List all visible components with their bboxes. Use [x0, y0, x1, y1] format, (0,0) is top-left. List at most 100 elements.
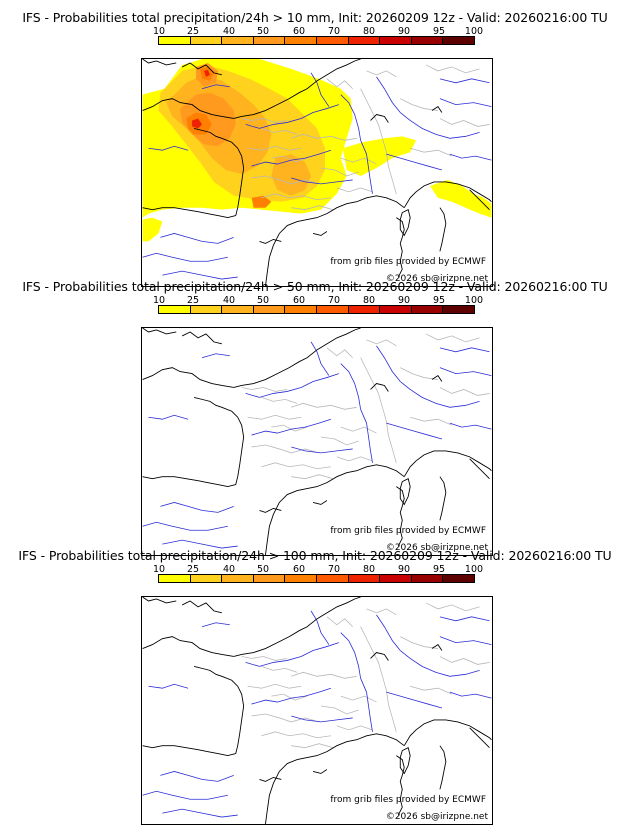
coastline: [142, 476, 236, 488]
colorbar-segment: [316, 37, 349, 44]
map-drawing: [142, 59, 492, 286]
coastline: [469, 189, 490, 210]
panel-title: IFS - Probabilities total precipitation/…: [22, 279, 608, 294]
colorbar-tick-label: 60: [292, 295, 306, 306]
colorbar-tick-label: 25: [186, 26, 200, 37]
colorbar-segment: [380, 306, 412, 313]
colorbar-segment: [411, 37, 444, 44]
colorbar-segment: [348, 37, 381, 44]
river-line: [376, 76, 401, 113]
admin-border: [261, 462, 331, 470]
colorbar-tick-label: 100: [464, 564, 484, 575]
colorbar-segment: [443, 306, 474, 313]
colorbar-tick-label: 95: [432, 564, 446, 575]
map-drawing: [142, 328, 492, 555]
colorbar-segment: [348, 575, 381, 582]
river-line: [439, 367, 492, 376]
colorbar-tick-label: 50: [256, 295, 270, 306]
river-line: [310, 72, 330, 107]
coastline: [142, 98, 234, 119]
admin-border: [251, 444, 320, 454]
admin-border: [439, 118, 490, 127]
corsica-coastline: [399, 478, 411, 506]
coastline: [259, 507, 282, 513]
colorbar-segment: [253, 306, 286, 313]
colorbar-segment: [253, 37, 286, 44]
admin-border: [251, 175, 320, 185]
probability-map: from grib files provided by ECMWF ©2026 s…: [141, 596, 493, 825]
colorbar-segment: [348, 306, 381, 313]
river-line: [360, 140, 373, 194]
colorbar-tick-label: 80: [362, 564, 376, 575]
coastline: [142, 745, 236, 757]
river-line: [162, 539, 238, 549]
coastline: [370, 114, 389, 123]
river-line: [439, 347, 490, 353]
colorbar-tick-label: 60: [292, 26, 306, 37]
admin-border: [241, 118, 288, 123]
river-line: [291, 446, 353, 454]
colorbar-tick-label: 50: [256, 564, 270, 575]
coastline: [265, 464, 405, 555]
admin-border: [291, 671, 357, 679]
probability-map: from grib files provided by ECMWF ©2026 s…: [141, 58, 493, 287]
coastline: [142, 328, 177, 335]
river-line: [439, 616, 490, 622]
admin-border: [251, 713, 320, 723]
coastline: [233, 59, 361, 119]
colorbar-segment: [222, 575, 254, 582]
colorbar-segment: [253, 575, 286, 582]
river-line: [386, 691, 443, 709]
coastline: [439, 476, 447, 521]
river-line: [376, 345, 401, 382]
admin-border: [247, 145, 302, 151]
river-line: [251, 687, 332, 705]
river-line: [400, 381, 480, 408]
map-panel: IFS - Probabilities total precipitation/…: [0, 548, 630, 825]
admin-border: [271, 424, 308, 432]
probability-colorbar: [158, 574, 475, 583]
admin-border: [400, 98, 438, 111]
admin-border: [291, 474, 333, 480]
panel-title: IFS - Probabilities total precipitation/…: [22, 10, 608, 25]
coastline: [193, 396, 245, 485]
admin-border: [241, 387, 288, 392]
probability-area: [142, 217, 163, 242]
colorbar-labels: 10 25 40 50 60 70 80 90 95 100: [142, 295, 492, 307]
copyright-credit: ©2026 sb@irizpne.net: [385, 274, 488, 284]
coastline: [181, 600, 222, 614]
river-line: [300, 642, 339, 657]
colorbar-tick-label: 80: [362, 26, 376, 37]
colorbar-segment: [411, 575, 444, 582]
map-panel: IFS - Probabilities total precipitation/…: [0, 279, 630, 556]
colorbar-tick-label: 40: [222, 295, 236, 306]
colorbar-segment: [190, 575, 223, 582]
coastline: [265, 733, 405, 824]
colorbar-segment: [285, 575, 317, 582]
colorbar-tick-label: 70: [327, 295, 341, 306]
admin-border: [400, 367, 438, 380]
copyright-credit: ©2026 sb@irizpne.net: [385, 543, 488, 553]
colorbar-segment: [222, 306, 254, 313]
river-line: [148, 414, 189, 420]
colorbar-segment: [159, 37, 191, 44]
colorbar-tick-label: 80: [362, 295, 376, 306]
coastline: [265, 195, 405, 286]
river-line: [160, 502, 234, 513]
river-line: [160, 771, 234, 782]
river-line: [148, 145, 189, 151]
colorbar-tick-label: 90: [397, 564, 411, 575]
colorbar-segment: [380, 37, 412, 44]
river-line: [201, 84, 230, 90]
river-line: [162, 270, 238, 280]
colorbar-tick-label: 70: [327, 26, 341, 37]
river-line: [251, 149, 332, 167]
colorbar-labels: 10 25 40 50 60 70 80 90 95 100: [142, 564, 492, 576]
coastline: [181, 331, 222, 345]
river-line: [245, 387, 302, 398]
coastline: [370, 383, 389, 392]
admin-border: [291, 133, 357, 141]
admin-border: [366, 70, 397, 78]
admin-border: [425, 333, 480, 343]
river-line: [300, 373, 339, 388]
